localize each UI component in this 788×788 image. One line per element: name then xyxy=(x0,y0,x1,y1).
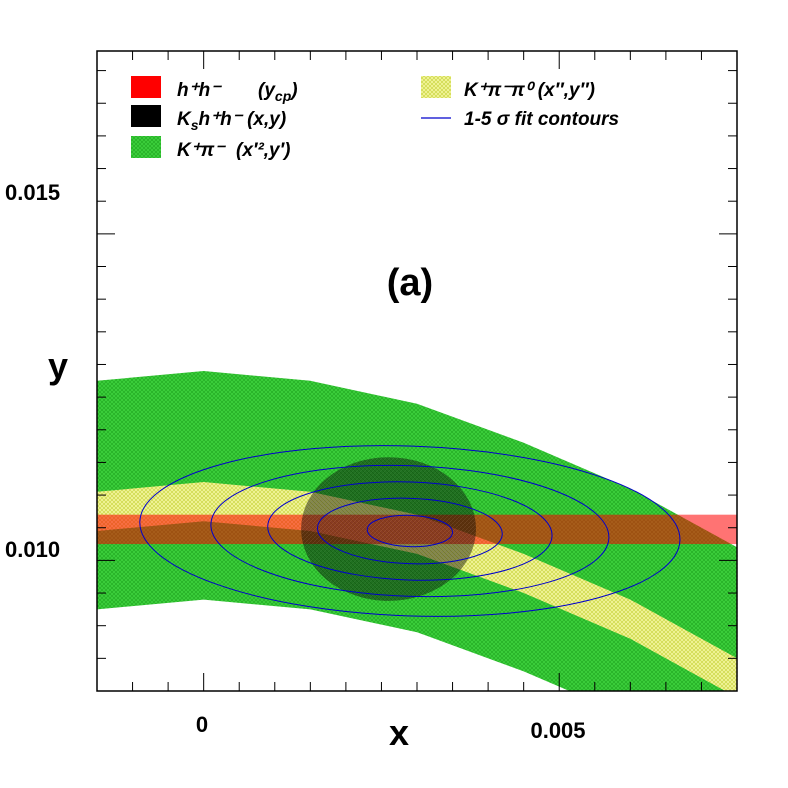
y-tick-label-0010: 0.010 xyxy=(5,537,60,562)
legend-label-hh: h⁺h⁻ xyxy=(177,80,222,101)
kshh-disk xyxy=(301,457,477,601)
legend-meas-hh: (ycp) xyxy=(258,80,298,104)
axis-ticks xyxy=(96,51,738,692)
x-tick-label-0: 0 xyxy=(196,712,208,737)
fit-contour-2-sigma xyxy=(316,497,503,565)
fit-contour-3-sigma xyxy=(267,481,553,581)
legend-swatch-kshh xyxy=(131,105,161,127)
legend-label-kshh: Ksh⁺h⁻ (x,y) xyxy=(177,109,286,133)
legend-swatch-hh xyxy=(131,76,161,98)
fit-contour-5-sigma xyxy=(139,445,681,617)
legend-label-kpipi0: K⁺π⁻π⁰ (x″,y″) xyxy=(464,80,595,101)
y-axis-title: y xyxy=(48,345,68,386)
y-tick-label-0015: 0.015 xyxy=(5,180,60,205)
fit-contours xyxy=(139,445,681,617)
legend-meas-kpi: (x′²,y′) xyxy=(236,140,291,161)
legend-swatch-kpi xyxy=(131,136,161,158)
legend-label-kpi: K⁺π⁻ xyxy=(177,140,226,161)
fit-contour-1-sigma xyxy=(366,514,454,548)
x-axis-title: x xyxy=(389,712,409,753)
panel-label: (a) xyxy=(387,262,433,304)
legend-label-contours: 1-5 σ fit contours xyxy=(464,109,619,130)
legend: h⁺h⁻ (ycp) Ksh⁺h⁻ (x,y) K⁺π⁻ (x′²,y′) K⁺… xyxy=(131,76,619,161)
data-layers xyxy=(97,371,737,691)
legend-swatch-kpipi0 xyxy=(421,76,451,98)
x-tick-label-0005: 0.005 xyxy=(530,718,585,743)
fit-contour-4-sigma xyxy=(210,464,610,598)
